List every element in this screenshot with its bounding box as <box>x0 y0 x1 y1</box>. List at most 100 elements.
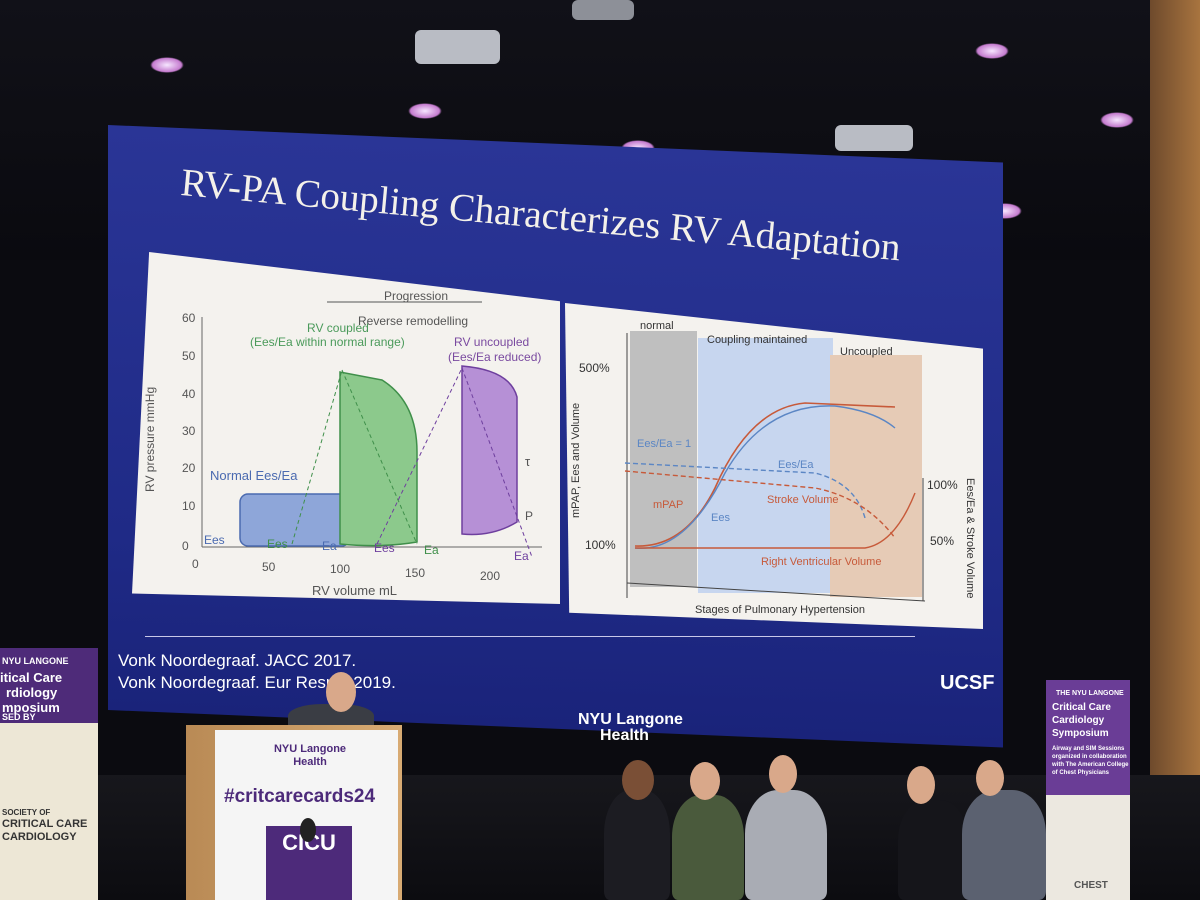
x-tick: 150 <box>405 566 425 580</box>
ea-label: Ea <box>424 543 439 557</box>
y-axis-label: RV pressure mmHg <box>143 387 157 492</box>
ea-label: Ea <box>322 539 337 553</box>
banner-text: of Chest Physicians <box>1052 770 1110 776</box>
phase-maintained-label: Coupling maintained <box>707 334 807 346</box>
banner-text: Symposium <box>1052 728 1109 739</box>
ea-label: Ea <box>514 549 529 563</box>
ceiling-fixture <box>415 30 500 64</box>
panelist-head <box>769 755 797 793</box>
tau-label: τ <box>525 454 531 469</box>
podium-logo-line: Health <box>293 756 327 768</box>
panelist-head <box>622 760 654 800</box>
x-tick: 50 <box>262 560 276 574</box>
ees-curve <box>634 405 896 549</box>
y-tick: 40 <box>182 387 196 401</box>
phase-uncoupled-label: Uncoupled <box>840 346 893 358</box>
r-50: 50% <box>930 534 954 548</box>
uncoupled-label: RV uncoupled <box>454 335 529 349</box>
uncoupled-sub: (Ees/Ea reduced) <box>448 350 541 364</box>
phase-uncoupled-band <box>830 355 922 597</box>
rv-volume-curve <box>635 492 916 549</box>
coupled-sub: (Ees/Ea within normal range) <box>250 335 405 349</box>
y-tick: 10 <box>182 499 196 513</box>
rvv-label: Right Ventricular Volume <box>761 556 881 568</box>
y-tick: 20 <box>182 461 196 475</box>
panelist <box>898 800 968 900</box>
mpap-curve <box>634 402 896 547</box>
stroke-volume-curve <box>624 470 896 539</box>
ea-line <box>341 369 418 545</box>
y-500: 500% <box>579 361 610 375</box>
phase-maintained-band <box>698 338 833 593</box>
podium-logo: NYU Langone Health <box>260 743 360 769</box>
sv-label: Stroke Volume <box>767 494 839 506</box>
ees-label: Ees <box>267 537 288 551</box>
ph-stages-chart: normal Coupling maintained Uncoupled 500… <box>570 320 976 616</box>
y-tick: 30 <box>182 424 196 438</box>
bottom-axis <box>626 582 926 602</box>
banner-text: CARDIOLOGY <box>2 831 77 843</box>
banner-text: itical Care <box>0 670 63 685</box>
normal-ees-ea-label: Normal Ees/Ea <box>210 468 298 483</box>
microphone <box>300 818 316 842</box>
ratio-label: Ees/Ea <box>778 459 814 471</box>
x-axis-label: RV volume mL <box>312 583 397 598</box>
y-tick: 50 <box>182 349 196 363</box>
ees-label: Ees <box>374 541 395 555</box>
ucsf-logo: UCSF <box>940 672 995 694</box>
x-axis-label: Stages of Pulmonary Hypertension <box>695 604 865 616</box>
x-tick: 200 <box>480 569 500 583</box>
banner-text: CHEST <box>1074 880 1108 891</box>
ees-line <box>291 369 343 545</box>
panelist <box>962 790 1046 900</box>
stage-light <box>150 57 184 73</box>
y-100: 100% <box>585 538 616 552</box>
ceiling-fixture <box>835 125 913 151</box>
ees-label: Ees <box>204 533 225 547</box>
coupled-loop <box>339 371 418 547</box>
ratio1-label: Ees/Ea = 1 <box>637 438 691 450</box>
podium-logo-line: NYU Langone <box>273 743 347 755</box>
banner-text: NYU LANGONE <box>2 656 69 666</box>
ceiling-fixture <box>572 0 634 20</box>
right-banner: THE NYU LANGONE Critical Care Cardiology… <box>1046 680 1130 900</box>
nyu-stage-line: NYU Langone <box>578 711 683 728</box>
banner-text: Airway and SIM Sessions <box>1052 746 1125 752</box>
stage-light <box>1100 112 1134 128</box>
panelist <box>672 795 744 900</box>
reference: Vonk Noordegraaf. JACC 2017. <box>118 651 357 670</box>
ees-line <box>376 367 463 545</box>
left-axis-label: mPAP, Ees and Volume <box>570 403 582 518</box>
ees-curve-label: Ees <box>711 512 730 524</box>
references-divider <box>145 636 915 637</box>
banner-text: CRITICAL CARE <box>2 818 88 830</box>
pv-loop-chart: Progression Reverse remodelling RV coupl… <box>143 289 542 598</box>
reverse-label: Reverse remodelling <box>358 314 468 328</box>
mpap-label: mPAP <box>653 499 683 511</box>
panelist <box>745 790 827 900</box>
banner-text: THE NYU LANGONE <box>1056 690 1124 697</box>
banner-text: Cardiology <box>1052 715 1105 726</box>
nyu-stage-line: Health <box>600 727 649 744</box>
ea-line <box>461 367 533 558</box>
banner-text: Critical Care <box>1052 702 1111 713</box>
y-tick: 0 <box>182 539 189 553</box>
banner-text: with The American College <box>1052 762 1129 768</box>
phase-normal-label: normal <box>640 320 674 332</box>
banner-text: mposium <box>2 700 60 715</box>
coupled-label: RV coupled <box>307 321 369 335</box>
r-100: 100% <box>927 478 958 492</box>
stage-light <box>408 103 442 119</box>
banner-text: SED BY <box>2 712 36 722</box>
p-label: P <box>525 509 533 523</box>
stage-light <box>975 43 1009 59</box>
uncoupled-loop <box>461 365 518 536</box>
wood-wall <box>1150 0 1200 900</box>
panelist-head <box>907 766 935 804</box>
panelist-head <box>690 762 720 800</box>
speaker-head <box>326 672 356 712</box>
panelist-head <box>976 760 1004 796</box>
banner-text: SOCIETY OF <box>2 808 51 817</box>
x-tick: 100 <box>330 562 350 576</box>
banner-text: organized in collaboration <box>1052 754 1127 760</box>
